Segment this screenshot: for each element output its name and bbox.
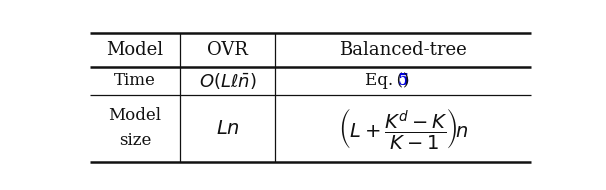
Text: Model: Model (107, 41, 164, 59)
Text: $O(L\ell\bar{n})$: $O(L\ell\bar{n})$ (199, 71, 256, 91)
Text: Time: Time (114, 72, 156, 89)
Text: OVR: OVR (207, 41, 248, 59)
Text: Model
size: Model size (108, 107, 162, 149)
Text: ): ) (403, 72, 410, 89)
Text: $\left(L + \dfrac{K^d - K}{K-1}\right)\!n$: $\left(L + \dfrac{K^d - K}{K-1}\right)\!… (338, 106, 468, 151)
Text: Eq. (: Eq. ( (365, 72, 403, 89)
Text: Balanced-tree: Balanced-tree (339, 41, 467, 59)
Text: 5: 5 (398, 72, 409, 89)
Text: $Ln$: $Ln$ (216, 119, 240, 138)
